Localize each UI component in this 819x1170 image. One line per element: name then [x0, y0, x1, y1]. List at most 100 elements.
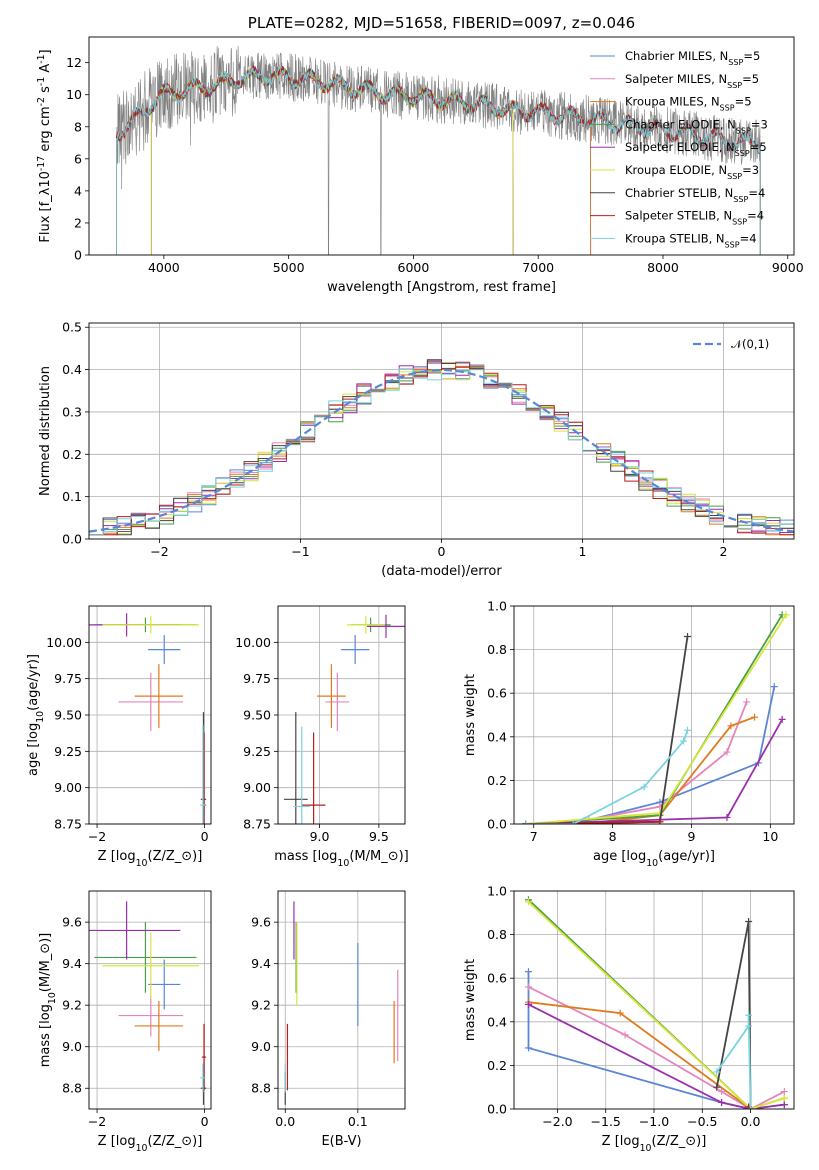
plus-marker: [745, 918, 753, 926]
plus-marker: [524, 968, 532, 976]
y-tick-label: 2: [74, 215, 82, 230]
y-tick-label: 6: [74, 151, 82, 166]
x-tick-label: −2: [88, 829, 106, 844]
weight-series: [522, 726, 692, 824]
y-tick-label: 1.0: [487, 599, 507, 614]
x-tick-label: −0.5: [687, 1114, 717, 1129]
x-tick-label: −2: [150, 544, 168, 559]
errorbar-point: [118, 672, 184, 731]
y-tick-label: 1.0: [487, 884, 507, 899]
y-tick-label: 9.75: [54, 671, 82, 686]
plus-marker: [524, 1044, 532, 1052]
errorbar-point: [134, 664, 184, 729]
legend-label: Salpeter STELIB, NSSP=4: [625, 209, 764, 227]
plus-marker: [770, 683, 778, 691]
legend-label: Salpeter ELODIE, NSSP=5: [625, 140, 767, 158]
y-tick-label: 0.4: [487, 729, 507, 744]
plot-area: [89, 901, 207, 1105]
y-tick-label: 8.75: [243, 817, 271, 832]
errorbar-point: [201, 1023, 207, 1091]
x-tick-label: 8000: [647, 260, 679, 275]
series-line: [525, 636, 689, 824]
errorbar-point: [148, 635, 181, 665]
panel-residuals: −2 −1 0 1 2 0.0 0.1 0.2 0.3 0.4 0.5 (data-model)/er…: [38, 320, 795, 579]
errorbar-point: [293, 726, 311, 824]
series-line: [525, 614, 783, 824]
weight-series: [522, 633, 692, 824]
errorbar-point: [346, 616, 385, 634]
plus-marker: [780, 1088, 788, 1096]
chart-title: PLATE=0282, MJD=51658, FIBERID=0097, z=0…: [248, 14, 635, 32]
observed-spectrum: [116, 45, 761, 255]
x-tick-label: −2.0: [542, 1114, 572, 1129]
x-tick-label: 5000: [273, 260, 305, 275]
panel-age_vs_mass: 9.0 9.5 8.75 9.00 9.25 9.50 9.75 10.00 mass [log…: [235, 605, 409, 869]
plus-marker: [616, 1009, 624, 1017]
y-tick-label: 10.00: [235, 635, 271, 650]
axes-frame: [88, 605, 212, 825]
x-tick-label: 7000: [522, 260, 554, 275]
plus-marker: [745, 1011, 753, 1019]
y-tick-label: 0.6: [487, 971, 507, 986]
y-tick-label: 9.25: [243, 744, 271, 759]
plot-area: [283, 614, 405, 824]
series-line: [528, 1003, 785, 1109]
legend-label: Kroupa STELIB, NSSP=4: [625, 231, 757, 249]
plus-marker: [778, 715, 786, 723]
series-line: [528, 1001, 785, 1109]
x-tick-label: 4000: [148, 260, 180, 275]
y-tick-label: 9.6: [62, 915, 82, 930]
y-tick-label: 9.50: [243, 708, 271, 723]
y-tick-label: 0.0: [487, 817, 507, 832]
plus-marker: [782, 611, 790, 619]
plus-marker: [713, 1068, 721, 1076]
plus-marker: [684, 726, 692, 734]
plot-area: [116, 45, 761, 255]
y-tick-label: 9.2: [62, 998, 82, 1013]
plus-marker: [656, 818, 664, 824]
model-spectrum-salpeter-stelib: [116, 65, 761, 255]
axes-frame: [88, 890, 212, 1110]
x-axis-label: mass [log10(M/M_⊙)]: [274, 849, 409, 869]
errorbar-point: [367, 614, 405, 638]
x-tick-label: 0: [438, 544, 446, 559]
x-axis-label: wavelength [Angstrom, rest frame]: [327, 280, 556, 295]
plus-marker: [723, 813, 731, 821]
y-tick-label: 0.2: [487, 1058, 507, 1073]
plus-marker: [522, 820, 530, 824]
plus-marker: [718, 1088, 726, 1096]
x-axis-label: (data-model)/error: [381, 564, 502, 579]
plus-marker: [640, 783, 648, 791]
y-tick-label: 0.5: [62, 320, 82, 335]
y-axis-label: Flux [f_λ10-17 erg cm-2 s-1 A-1]: [36, 49, 54, 242]
panel-mass_vs_ebv: 0.0 0.1 8.8 9.0 9.2 9.4 9.6 E(B-V): [251, 890, 406, 1149]
errorbar-point: [148, 959, 181, 1010]
weight-series: [713, 1011, 755, 1109]
plus-marker: [713, 1083, 721, 1091]
errorbar-point: [325, 672, 350, 731]
plus-marker: [656, 809, 664, 817]
x-tick-label: 9: [687, 829, 695, 844]
x-axis-label: Z [log10(Z/Z_⊙)]: [98, 849, 203, 869]
x-tick-label: 2: [720, 544, 728, 559]
plus-marker: [524, 983, 532, 991]
residual-histogram: [89, 368, 794, 536]
x-tick-label: −1: [291, 544, 309, 559]
series-line: [716, 1015, 752, 1109]
y-tick-label: 0.2: [487, 773, 507, 788]
y-tick-label: 10.00: [46, 635, 82, 650]
plus-marker: [718, 1098, 726, 1106]
y-tick-label: 12: [66, 55, 82, 70]
residual-histogram: [89, 359, 794, 536]
axes-frame: [88, 322, 795, 540]
legend-label: 𝒩(0,1): [731, 337, 769, 351]
y-tick-label: 10: [66, 87, 82, 102]
plus-marker: [727, 722, 735, 730]
errorbar-point: [102, 932, 200, 999]
plus-marker: [524, 1000, 532, 1008]
y-tick-label: 9.75: [243, 671, 271, 686]
x-axis-label: Z [log10(Z/Z_⊙)]: [602, 1134, 707, 1154]
y-tick-label: 0.4: [487, 1014, 507, 1029]
x-tick-label: −1.0: [639, 1114, 669, 1129]
legend-label: Chabrier ELODIE, NSSP=3: [625, 117, 768, 135]
